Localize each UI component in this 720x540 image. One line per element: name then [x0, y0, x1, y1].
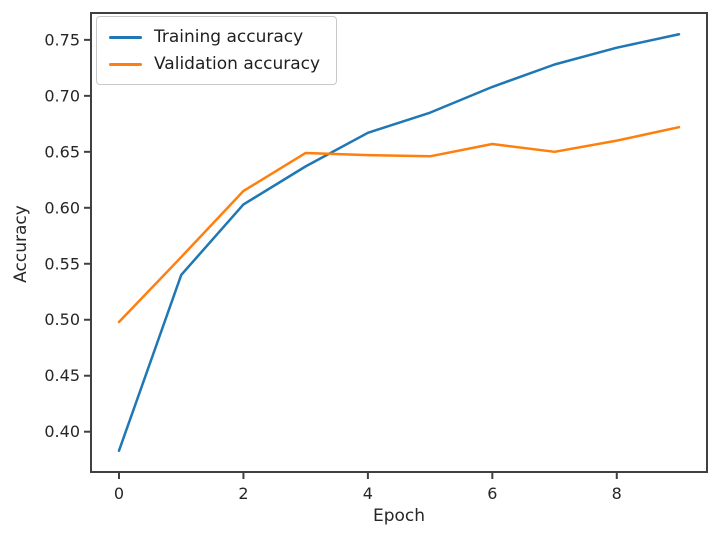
y-tick-label: 0.40 — [44, 422, 80, 441]
y-tick-label: 0.75 — [44, 30, 80, 49]
training-accuracy-line — [117, 33, 681, 452]
y-tick-label: 0.50 — [44, 310, 80, 329]
y-tick-label: 0.45 — [44, 366, 80, 385]
legend-label-validation: Validation accuracy — [154, 54, 321, 74]
y-tick-label: 0.70 — [44, 86, 80, 105]
x-axis-label: Epoch — [372, 506, 426, 526]
legend-label-training: Training accuracy — [154, 27, 304, 47]
x-tick-label: 8 — [612, 484, 622, 503]
training-line-swatch — [109, 35, 142, 39]
y-tick-label: 0.60 — [44, 198, 80, 217]
legend-item-validation: Validation accuracy — [109, 53, 320, 75]
x-tick-label: 4 — [363, 484, 373, 503]
validation-accuracy-line — [117, 125, 681, 324]
axes-frame — [90, 12, 708, 473]
legend-item-training: Training accuracy — [109, 26, 320, 48]
validation-line-swatch — [109, 62, 142, 66]
legend: Training accuracy Validation accuracy — [96, 16, 338, 85]
y-tick-label: 0.65 — [44, 142, 80, 161]
x-tick-label: 0 — [114, 484, 124, 503]
y-tick-label: 0.55 — [44, 254, 80, 273]
x-tick-label: 6 — [487, 484, 497, 503]
x-tick-label: 2 — [238, 484, 248, 503]
y-axis-label: Accuracy — [11, 205, 31, 283]
